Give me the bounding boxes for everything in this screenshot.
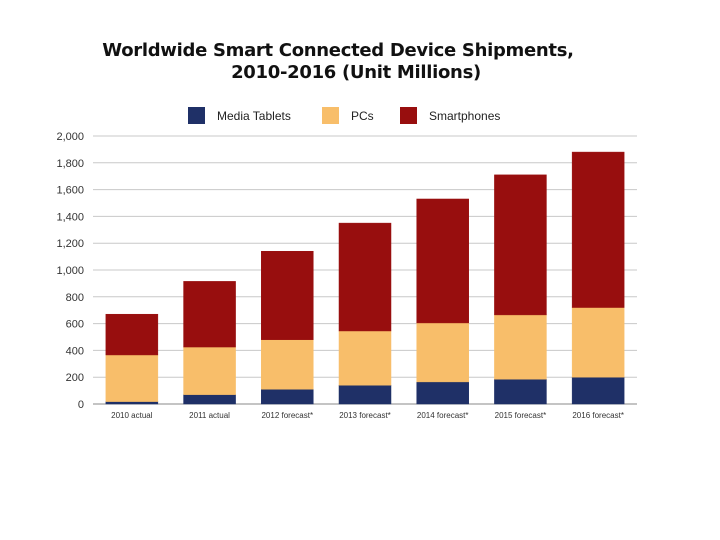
legend-label-smartphones: Smartphones bbox=[429, 109, 500, 123]
x-tick-label-2015-forecast: 2015 forecast* bbox=[495, 411, 547, 420]
legend: Media Tablets PCs Smartphones bbox=[188, 107, 500, 124]
bar-smartphones-2014-forecast bbox=[416, 198, 469, 324]
bar-media-tablets-2012-forecast bbox=[261, 389, 314, 405]
bar-smartphones-2016-forecast bbox=[571, 151, 625, 308]
y-tick-label-200: 200 bbox=[66, 372, 84, 384]
bar-media-tablets-2011-actual bbox=[183, 394, 236, 405]
bar-pcs-2015-forecast bbox=[494, 314, 547, 380]
bar-smartphones-2013-forecast bbox=[338, 222, 392, 332]
bar-smartphones-2012-forecast bbox=[261, 250, 314, 340]
x-tick-label-2014-forecast: 2014 forecast* bbox=[417, 411, 469, 420]
bar-media-tablets-2010-actual bbox=[105, 401, 159, 405]
x-axis-labels: 2010 actual 2011 actual 2012 forecast* 2013… bbox=[111, 411, 624, 420]
legend-label-pcs: PCs bbox=[351, 109, 374, 123]
legend-swatch-media-tablets bbox=[188, 107, 205, 124]
bar-pcs-2012-forecast bbox=[261, 339, 314, 390]
y-tick-label-400: 400 bbox=[66, 345, 84, 357]
bar-pcs-2016-forecast bbox=[571, 307, 625, 378]
bar-pcs-2011-actual bbox=[183, 346, 236, 395]
y-tick-label-1000: 1,000 bbox=[56, 265, 84, 277]
bar-pcs-2013-forecast bbox=[338, 330, 392, 386]
y-tick-label-1600: 1,600 bbox=[56, 185, 84, 197]
y-tick-label-0: 0 bbox=[78, 399, 84, 411]
x-tick-label-2011-actual: 2011 actual bbox=[189, 411, 230, 420]
bar-smartphones-2010-actual bbox=[105, 313, 159, 356]
legend-swatch-smartphones bbox=[400, 107, 417, 124]
y-tick-label-2000: 2,000 bbox=[56, 131, 84, 143]
bar-pcs-2014-forecast bbox=[416, 322, 469, 383]
legend-label-media-tablets: Media Tablets bbox=[217, 109, 291, 123]
bar-smartphones-2011-actual bbox=[183, 281, 236, 348]
y-tick-label-800: 800 bbox=[66, 292, 84, 304]
bar-smartphones-2015-forecast bbox=[494, 174, 547, 316]
chart-title-line-1: Worldwide Smart Connected Device Shipmen… bbox=[102, 40, 574, 61]
x-tick-label-2016-forecast: 2016 forecast* bbox=[572, 411, 624, 420]
y-tick-label-1800: 1,800 bbox=[56, 158, 84, 170]
x-tick-label-2012-forecast: 2012 forecast* bbox=[261, 411, 313, 420]
chart-title-line-2: 2010-2016 (Unit Millions) bbox=[231, 62, 481, 83]
legend-swatch-pcs bbox=[322, 107, 339, 124]
x-tick-label-2010-actual: 2010 actual bbox=[111, 411, 153, 420]
bar-media-tablets-2013-forecast bbox=[338, 384, 392, 405]
bar-media-tablets-2016-forecast bbox=[571, 376, 625, 405]
x-tick-label-2013-forecast: 2013 forecast* bbox=[339, 411, 391, 420]
y-tick-label-1200: 1,200 bbox=[56, 238, 84, 250]
y-tick-label-600: 600 bbox=[66, 319, 84, 331]
y-axis-ticks: 0 200 400 600 800 1,000 1,200 1,400 1,600 1,800 2,… bbox=[56, 131, 84, 411]
bars bbox=[105, 151, 625, 405]
bar-media-tablets-2015-forecast bbox=[494, 378, 547, 405]
bar-media-tablets-2014-forecast bbox=[416, 381, 469, 405]
y-tick-label-1400: 1,400 bbox=[56, 211, 84, 223]
bar-pcs-2010-actual bbox=[105, 354, 159, 402]
